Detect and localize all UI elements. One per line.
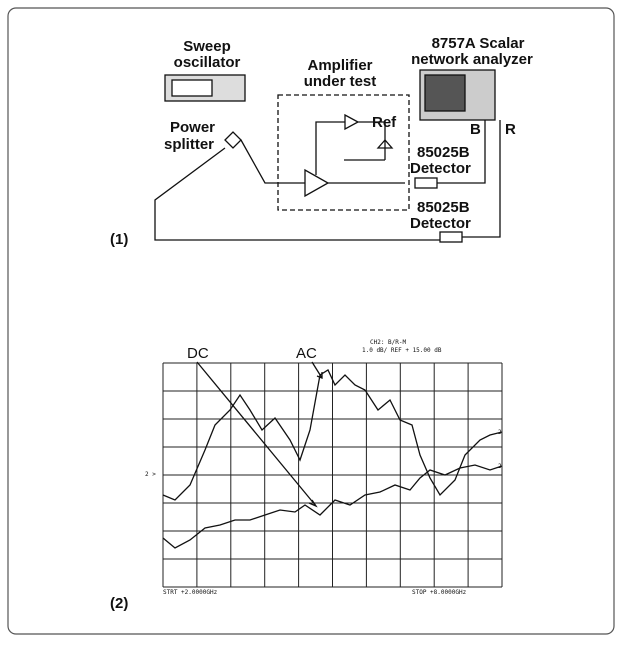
dc-trace	[162, 464, 503, 549]
detector-label: 85025B	[417, 199, 470, 216]
amp-wiring	[315, 113, 405, 184]
cable	[154, 139, 305, 235]
ac-arrow	[311, 361, 323, 379]
figure-label: (1)	[110, 231, 128, 248]
stop-label: STOP +8.0000GHz	[412, 589, 467, 596]
osc-label: Sweep	[183, 38, 231, 55]
osc-label: oscillator	[174, 54, 241, 71]
analyzer-label: network analyzer	[411, 51, 533, 68]
port-label: R	[505, 121, 516, 138]
display-header: CH2: B/R-M	[370, 339, 407, 346]
diode	[376, 139, 394, 149]
setup-diagram	[154, 69, 501, 243]
oscillator-panel	[171, 79, 213, 97]
detector-label: Detector	[410, 215, 471, 232]
detector-label: 85025B	[417, 144, 470, 161]
detector-cable	[154, 120, 501, 241]
amplifier-symbol	[304, 168, 330, 198]
ac-label: AC	[296, 345, 317, 362]
dc-label: DC	[187, 345, 209, 362]
splitter-label: splitter	[164, 136, 214, 153]
amp-label: Amplifier	[307, 57, 372, 74]
ac-trace	[162, 369, 503, 501]
dc-arrow	[196, 361, 318, 508]
analyzer-screen	[424, 74, 466, 112]
detector-label: Detector	[410, 160, 471, 177]
frame	[7, 7, 615, 635]
analyzer-label: 8757A Scalar	[432, 35, 525, 52]
port-label: B	[470, 121, 481, 138]
ref-marker: 2 >	[145, 471, 156, 478]
traces	[162, 361, 503, 549]
ref-label: Ref	[372, 114, 397, 131]
figure-label: (2)	[110, 595, 128, 612]
splitter-label: Power	[170, 119, 215, 136]
start-label: STRT +2.0000GHz	[163, 589, 218, 596]
display-header: 1.0 dB/ REF + 15.00 dB	[362, 347, 442, 354]
amplifier-box	[277, 94, 410, 211]
amp-label: under test	[304, 73, 377, 90]
